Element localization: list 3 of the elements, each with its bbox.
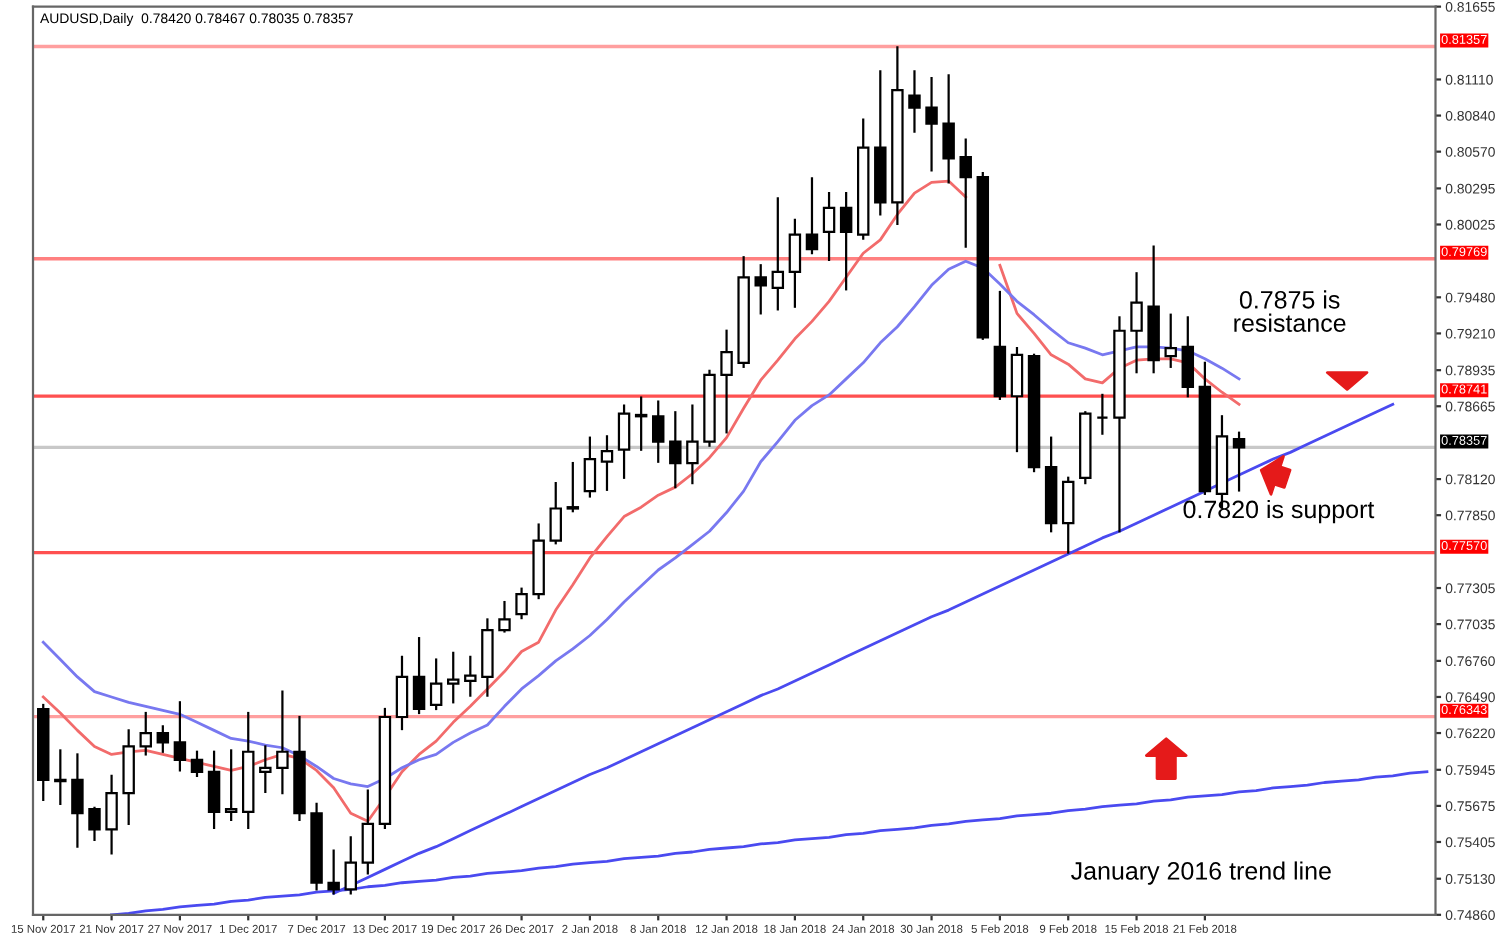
annotation: 0.7820 is support <box>1183 499 1375 524</box>
annotation: 0.7875 is resistance <box>1234 290 1346 332</box>
annotation: January 2016 trend line <box>1071 861 1331 885</box>
